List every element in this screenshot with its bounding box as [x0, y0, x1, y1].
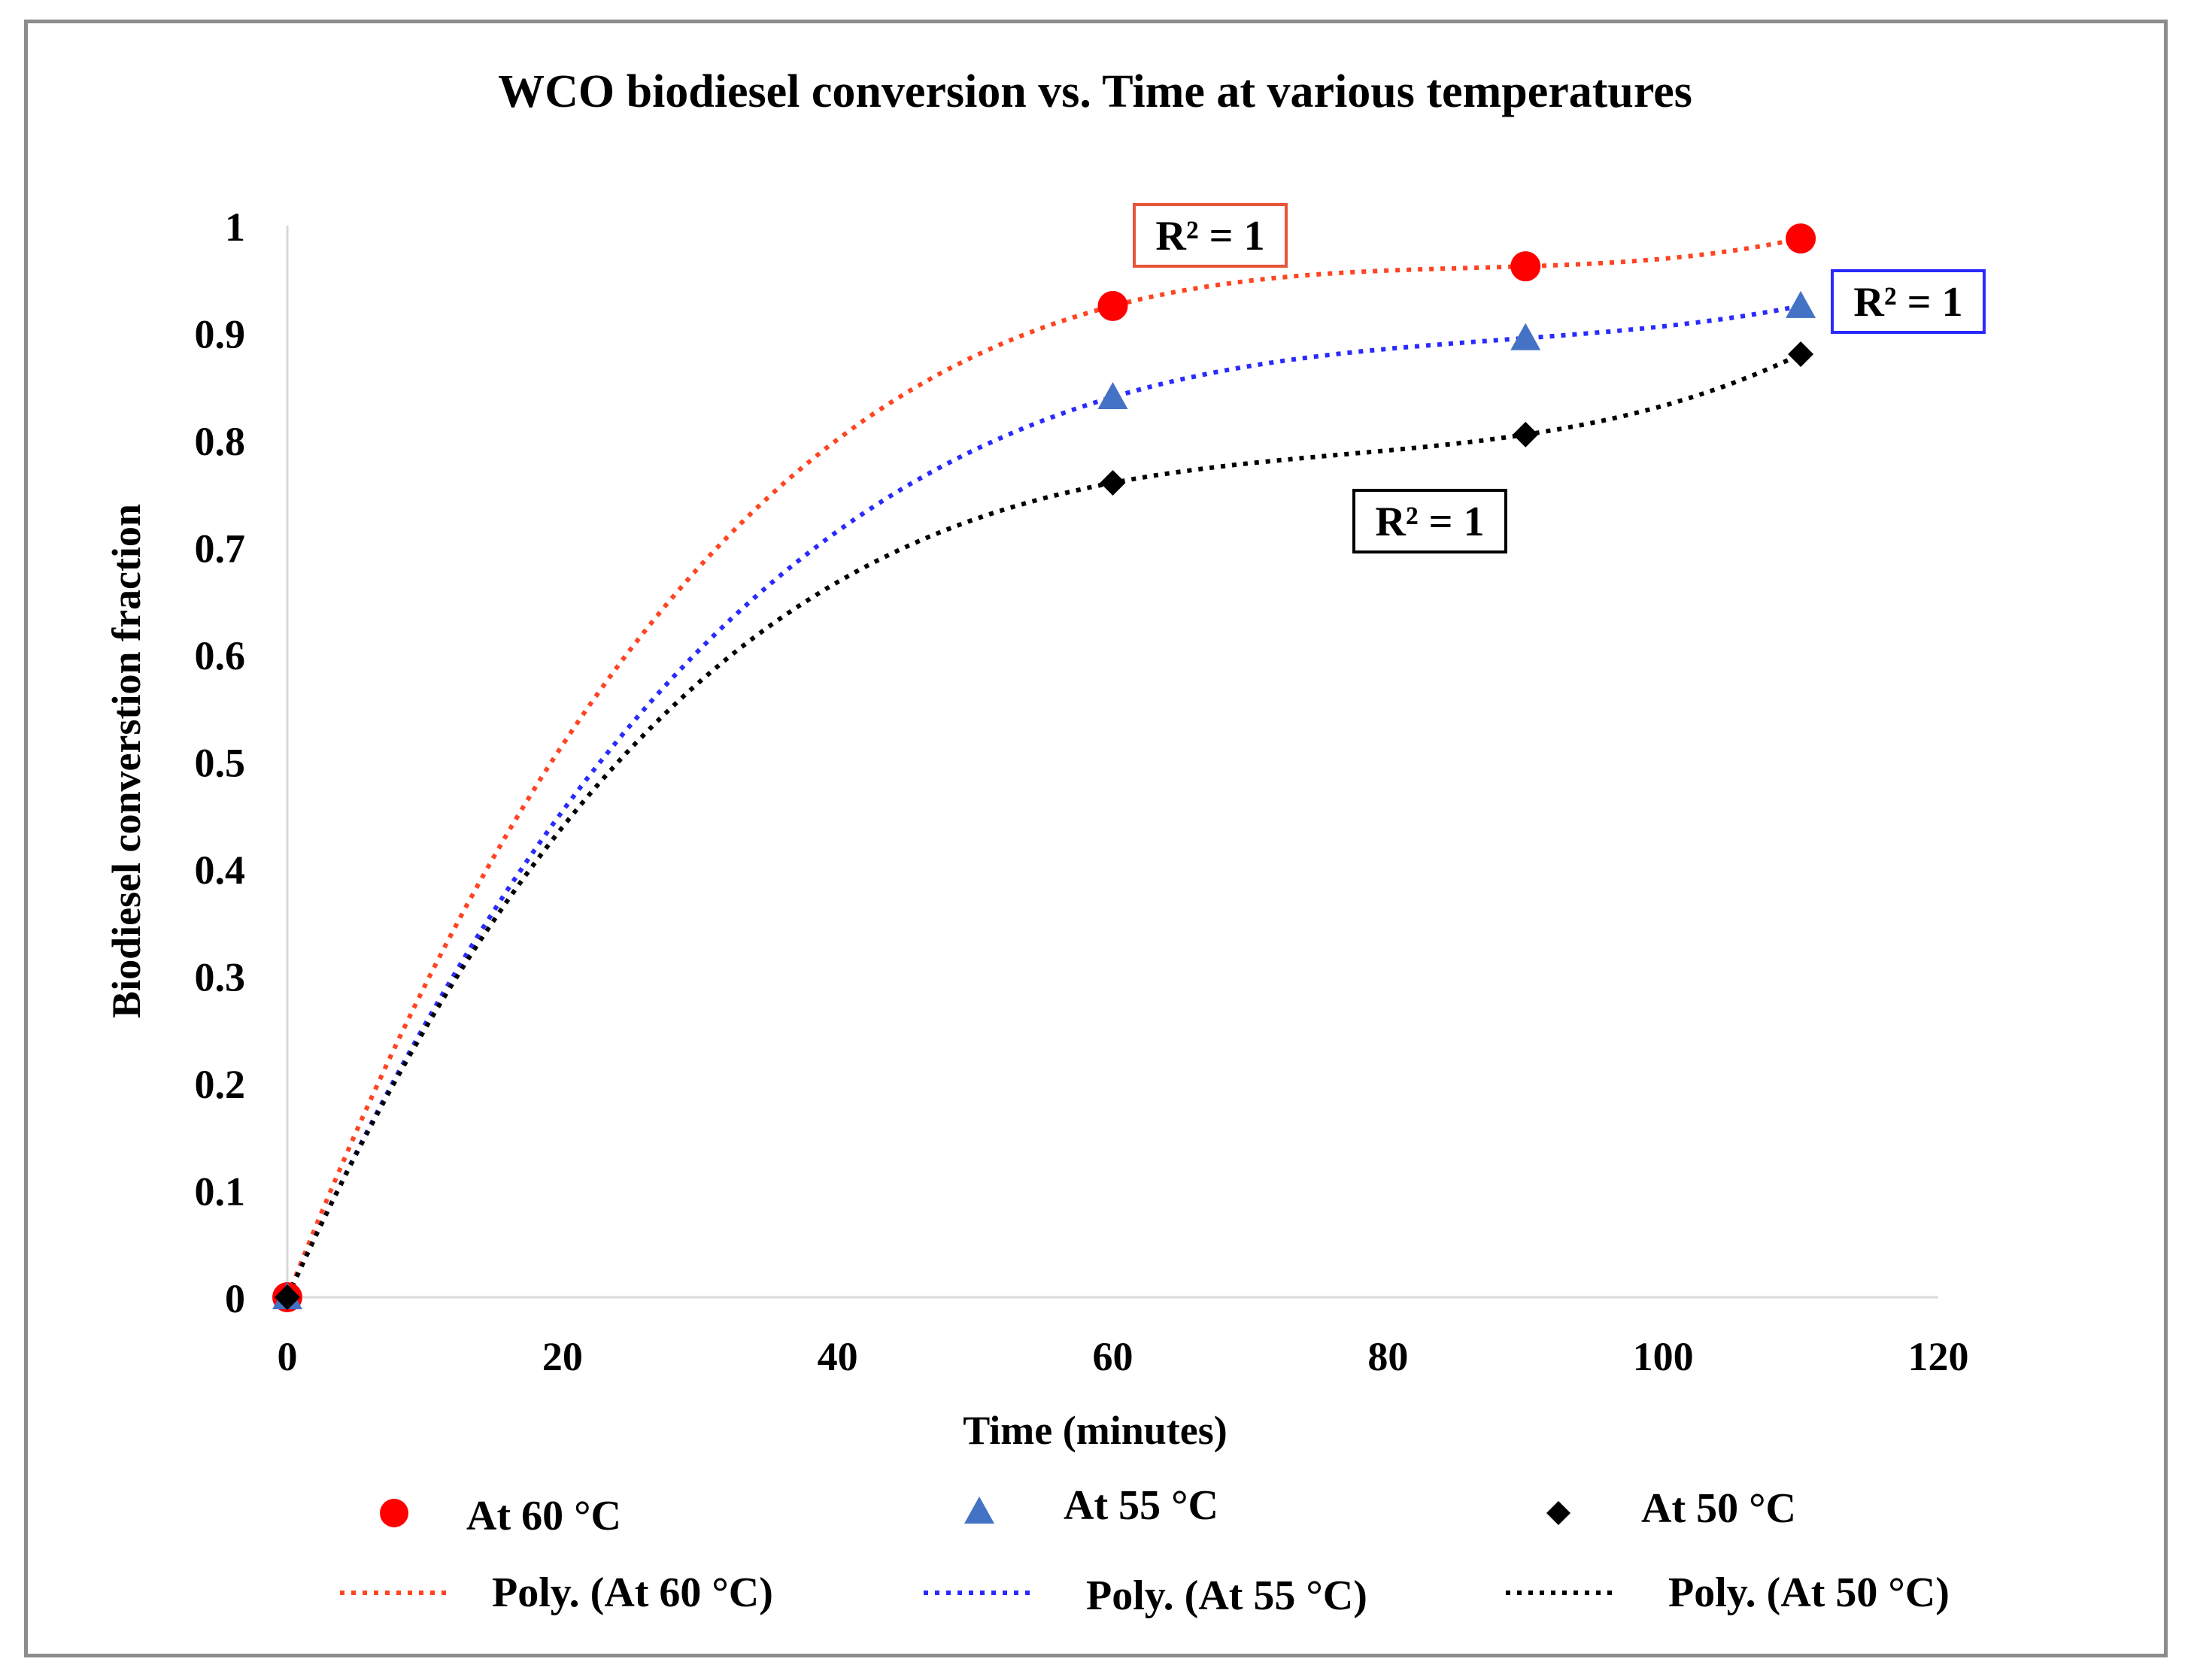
legend-label-60c: At 60 °C [466, 1493, 621, 1539]
legend-label-50c: At 50 °C [1641, 1485, 1796, 1532]
x-tick-label: 120 [1908, 1334, 1969, 1379]
y-tick-label: 0.2 [195, 1062, 246, 1107]
legend-marker-60c [380, 1499, 408, 1527]
legend-label-55c: At 55 °C [1064, 1482, 1218, 1529]
chart-title: WCO biodiesel conversion vs. Time at var… [498, 66, 1692, 117]
r2-annotation-60c: R² = 1 [1133, 203, 1288, 268]
data-point-50c [1100, 470, 1126, 496]
data-point-60c [1097, 290, 1128, 321]
data-point-50c [1788, 341, 1814, 367]
y-tick-label: 0.7 [195, 526, 246, 572]
r2-box-55c [1831, 269, 1986, 334]
y-tick-label: 0.3 [195, 955, 246, 1000]
y-tick-label: 0.8 [195, 419, 246, 464]
x-tick-label: 80 [1367, 1334, 1408, 1379]
x-tick-label: 40 [818, 1334, 858, 1379]
legend-item-poly-60c: Poly. (At 60 °C) [340, 1569, 773, 1616]
y-tick-label: 0 [225, 1276, 245, 1321]
x-tick-label: 0 [278, 1334, 298, 1379]
r2-annotation-50c: R² = 1 [1352, 489, 1507, 553]
legend-item-60c: At 60 °C [380, 1493, 621, 1539]
r2-box-50c [1352, 489, 1507, 553]
legend-item-50c: At 50 °C [1546, 1485, 1796, 1532]
r2-label-60c: R² = 1 [1155, 213, 1264, 259]
legend-label-poly-60c: Poly. (At 60 °C) [492, 1569, 773, 1616]
legend-item-poly-50c: Poly. (At 50 °C) [1506, 1569, 1950, 1616]
x-tick-label: 20 [542, 1334, 583, 1379]
x-tick-label: 100 [1633, 1334, 1694, 1379]
y-tick-label: 0.4 [195, 848, 246, 893]
y-tick-label: 0.6 [195, 633, 246, 678]
data-point-55c [1786, 290, 1816, 318]
x-axis-label: Time (minutes) [963, 1408, 1227, 1453]
legend-label-poly-55c: Poly. (At 55 °C) [1086, 1572, 1367, 1619]
x-tick-labels: 0 20 40 60 80 100 120 [278, 1334, 1969, 1379]
r2-annotation-55c: R² = 1 [1831, 269, 1986, 334]
y-tick-label: 0.1 [195, 1169, 246, 1215]
data-markers [272, 223, 1816, 1312]
trendline-55c [285, 303, 1801, 1299]
data-point-60c [1786, 223, 1816, 254]
data-point-60c [1510, 251, 1541, 282]
trendlines [285, 236, 1802, 1299]
r2-label-55c: R² = 1 [1853, 279, 1962, 326]
y-tick-labels: 0 0.1 0.2 0.3 0.4 0.5 0.6 0.7 0.8 0.9 1 [195, 205, 246, 1321]
x-tick-label: 60 [1093, 1334, 1133, 1379]
trendline-50c [285, 352, 1802, 1299]
y-tick-label: 0.9 [195, 312, 246, 357]
r2-box-60c [1133, 203, 1288, 268]
y-axis-label: Biodiesel converstion fraction [104, 504, 149, 1018]
y-tick-label: 1 [225, 205, 245, 250]
data-point-50c [1513, 421, 1539, 447]
chart-frame [24, 20, 2168, 1657]
data-point-55c [1097, 382, 1128, 409]
legend-item-poly-55c: Poly. (At 55 °C) [924, 1572, 1367, 1619]
y-tick-label: 0.5 [195, 741, 246, 786]
legend-label-poly-50c: Poly. (At 50 °C) [1668, 1569, 1950, 1616]
legend: At 60 °C At 55 °C At 50 °C Poly. (At 60 … [340, 1482, 1950, 1619]
trendline-60c [285, 236, 1801, 1299]
data-point-50c [275, 1284, 300, 1310]
r2-label-50c: R² = 1 [1375, 499, 1484, 545]
legend-item-55c: At 55 °C [964, 1482, 1218, 1529]
legend-marker-55c [964, 1497, 994, 1524]
legend-marker-50c [1546, 1501, 1570, 1525]
data-point-55c [1510, 323, 1541, 350]
